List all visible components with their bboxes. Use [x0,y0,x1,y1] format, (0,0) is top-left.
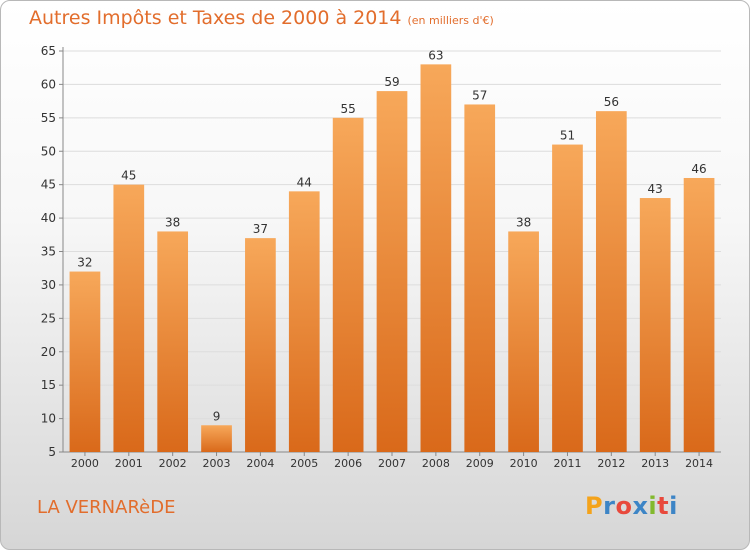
y-tick-label: 40 [41,211,56,225]
x-tick-label-2004: 2004 [246,457,274,470]
y-tick-label: 30 [41,278,56,292]
bar-2007 [376,91,408,452]
bar-2006 [332,117,364,452]
y-tick-label: 50 [41,144,56,158]
bar-2003 [201,425,232,452]
x-tick-label-2008: 2008 [422,457,450,470]
x-tick-label-2005: 2005 [290,457,318,470]
x-tick-labels: 2000 2001 2002 2003 2004 2005 2006 2007 2008 2009… [71,457,713,470]
bar-2005 [288,191,320,452]
bar-2004 [245,238,276,452]
bar-2011 [552,144,583,453]
data-label-2012: 56 [604,95,619,109]
bar-2013 [639,198,671,452]
data-label-2004: 37 [253,222,268,236]
y-tick-label: 5 [48,445,56,459]
x-tick-label-2012: 2012 [597,457,625,470]
bar-2002 [157,231,189,452]
data-label-2002: 38 [165,215,180,229]
logo-letter: x [632,492,649,520]
data-label-2008: 63 [428,48,443,62]
proxiti-logo[interactable]: Proxiti [585,492,678,520]
bar-2009 [464,104,496,452]
x-tick-label-2003: 2003 [203,457,231,470]
y-tick-label: 15 [41,378,56,392]
y-tick-label: 55 [41,111,56,125]
bar-2001 [113,184,145,452]
data-labels: 32 45 38 9 37 44 55 59 63 57 38 51 56 43 46 [77,48,706,423]
data-label-2005: 44 [297,175,312,189]
logo-letter: o [615,492,633,520]
x-tick-label-2011: 2011 [553,457,581,470]
bar-2010 [508,231,539,452]
logo-letter: r [603,492,616,520]
logo-letter: i [648,492,658,520]
y-tick-labels: 5 10 15 20 25 30 35 40 45 50 55 60 65 [41,44,56,459]
bar-2012 [595,111,627,453]
data-label-2011: 51 [560,129,575,143]
data-label-2014: 46 [691,162,706,176]
data-label-2007: 59 [384,75,399,89]
logo-letter: P [585,492,604,520]
x-tick-label-2013: 2013 [641,457,669,470]
x-tick-label-2001: 2001 [115,457,143,470]
y-tick-label: 45 [41,178,56,192]
y-tick-label: 65 [41,44,56,58]
bar-2000 [69,271,101,452]
x-tick-label-2002: 2002 [159,457,187,470]
data-label-2001: 45 [121,169,136,183]
x-tick-label-2014: 2014 [685,457,713,470]
data-label-2010: 38 [516,215,531,229]
bars [69,64,715,453]
data-label-2000: 32 [77,256,92,270]
x-tick-label-2009: 2009 [466,457,494,470]
logo-letter: i [669,492,678,520]
x-tick-label-2000: 2000 [71,457,99,470]
logo-letter: t [657,492,670,520]
y-tick-label: 20 [41,345,56,359]
chart-subtitle: (en milliers d'€) [407,14,494,27]
bar-2008 [420,64,452,452]
x-tick-label-2007: 2007 [378,457,406,470]
chart-title-text: Autres Impôts et Taxes de 2000 à 2014 [29,7,402,29]
chart-title: Autres Impôts et Taxes de 2000 à 2014 (en… [29,7,494,29]
data-label-2013: 43 [648,182,663,196]
x-tick-label-2010: 2010 [510,457,538,470]
y-tick-label: 25 [41,311,56,325]
commune-name: LA VERNARèDE [37,497,176,518]
data-label-2003: 9 [213,409,221,423]
bar-2014 [683,177,715,452]
x-tick-label-2006: 2006 [334,457,362,470]
data-label-2009: 57 [472,88,487,102]
y-tick-label: 35 [41,245,56,259]
y-tick-label: 60 [41,77,56,91]
y-tick-label: 10 [41,412,56,426]
data-label-2006: 55 [340,102,355,116]
